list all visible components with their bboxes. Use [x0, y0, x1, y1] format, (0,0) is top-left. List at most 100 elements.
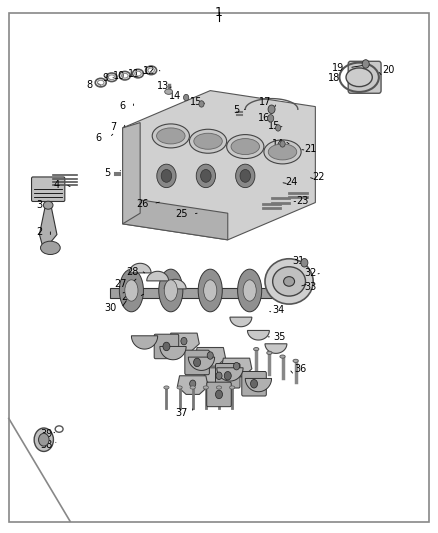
Polygon shape: [245, 378, 272, 392]
Ellipse shape: [280, 355, 285, 358]
Circle shape: [216, 372, 222, 379]
Ellipse shape: [243, 280, 256, 301]
Circle shape: [224, 372, 231, 380]
Polygon shape: [164, 279, 186, 289]
Circle shape: [280, 141, 285, 147]
Text: 20: 20: [382, 66, 395, 75]
Text: 33: 33: [304, 282, 316, 292]
FancyBboxPatch shape: [9, 13, 429, 522]
Text: 32: 32: [305, 268, 317, 278]
Text: 28: 28: [126, 267, 138, 277]
Polygon shape: [230, 317, 252, 327]
Text: 15: 15: [268, 122, 280, 131]
Circle shape: [276, 125, 281, 131]
Circle shape: [199, 101, 204, 107]
Text: 34: 34: [272, 305, 284, 315]
Text: 29: 29: [122, 292, 134, 302]
Polygon shape: [247, 330, 269, 340]
Text: 8: 8: [87, 80, 93, 90]
Text: 35: 35: [273, 332, 285, 342]
Text: 30: 30: [104, 303, 117, 313]
Ellipse shape: [204, 280, 217, 301]
Circle shape: [268, 115, 274, 122]
Ellipse shape: [198, 269, 222, 312]
Text: 25: 25: [176, 209, 188, 219]
Text: 16: 16: [258, 114, 270, 123]
Polygon shape: [160, 346, 186, 360]
Circle shape: [181, 337, 187, 345]
Text: 11: 11: [127, 69, 140, 78]
Polygon shape: [123, 123, 140, 224]
Polygon shape: [188, 357, 215, 370]
Text: 17: 17: [259, 98, 271, 107]
Polygon shape: [177, 376, 208, 394]
Text: 5: 5: [104, 168, 110, 177]
Ellipse shape: [119, 269, 143, 312]
Text: 4: 4: [54, 181, 60, 190]
Text: 15: 15: [190, 98, 202, 107]
Text: 31: 31: [293, 256, 305, 266]
Polygon shape: [221, 358, 252, 377]
Text: 23: 23: [296, 197, 308, 206]
Polygon shape: [147, 271, 169, 281]
Text: 18: 18: [328, 74, 340, 83]
Ellipse shape: [237, 269, 262, 312]
FancyBboxPatch shape: [242, 372, 266, 396]
Text: 19: 19: [332, 63, 344, 72]
Circle shape: [251, 379, 258, 388]
Ellipse shape: [40, 241, 60, 255]
Ellipse shape: [227, 134, 264, 159]
FancyBboxPatch shape: [215, 364, 240, 388]
Circle shape: [215, 390, 223, 399]
Polygon shape: [123, 197, 228, 240]
Text: 5: 5: [233, 106, 240, 115]
Polygon shape: [169, 333, 199, 352]
Circle shape: [362, 60, 369, 68]
Ellipse shape: [165, 89, 173, 94]
Ellipse shape: [346, 68, 372, 86]
Polygon shape: [204, 368, 234, 386]
Text: 37: 37: [176, 408, 188, 418]
Text: 27: 27: [114, 279, 127, 288]
Text: 26: 26: [136, 199, 148, 208]
Ellipse shape: [264, 140, 301, 164]
Polygon shape: [110, 288, 285, 298]
FancyBboxPatch shape: [154, 334, 179, 359]
Circle shape: [236, 164, 255, 188]
Circle shape: [201, 169, 211, 182]
Text: 10: 10: [113, 71, 125, 81]
Text: 12: 12: [143, 66, 155, 76]
Text: 24: 24: [285, 177, 297, 187]
Ellipse shape: [230, 386, 235, 389]
Ellipse shape: [254, 348, 259, 351]
Ellipse shape: [293, 359, 298, 362]
Circle shape: [157, 164, 176, 188]
Polygon shape: [265, 344, 287, 353]
Circle shape: [163, 342, 170, 351]
Ellipse shape: [190, 386, 195, 389]
Text: 3: 3: [36, 200, 42, 210]
Polygon shape: [217, 368, 243, 381]
Circle shape: [190, 380, 196, 387]
Circle shape: [34, 428, 53, 451]
Polygon shape: [131, 336, 158, 349]
Ellipse shape: [164, 386, 169, 389]
Circle shape: [207, 352, 213, 359]
Text: 7: 7: [110, 122, 116, 132]
Ellipse shape: [284, 277, 295, 286]
Ellipse shape: [265, 259, 313, 304]
Text: 22: 22: [313, 172, 325, 182]
Polygon shape: [39, 203, 57, 251]
Circle shape: [301, 259, 308, 267]
Text: 39: 39: [40, 430, 52, 439]
Polygon shape: [129, 263, 151, 273]
Circle shape: [233, 362, 240, 370]
Text: 36: 36: [294, 364, 306, 374]
Circle shape: [268, 105, 275, 114]
Ellipse shape: [203, 386, 208, 389]
Ellipse shape: [231, 139, 259, 155]
Ellipse shape: [194, 133, 222, 149]
Text: 38: 38: [40, 440, 52, 450]
Circle shape: [196, 164, 215, 188]
Polygon shape: [195, 348, 226, 366]
